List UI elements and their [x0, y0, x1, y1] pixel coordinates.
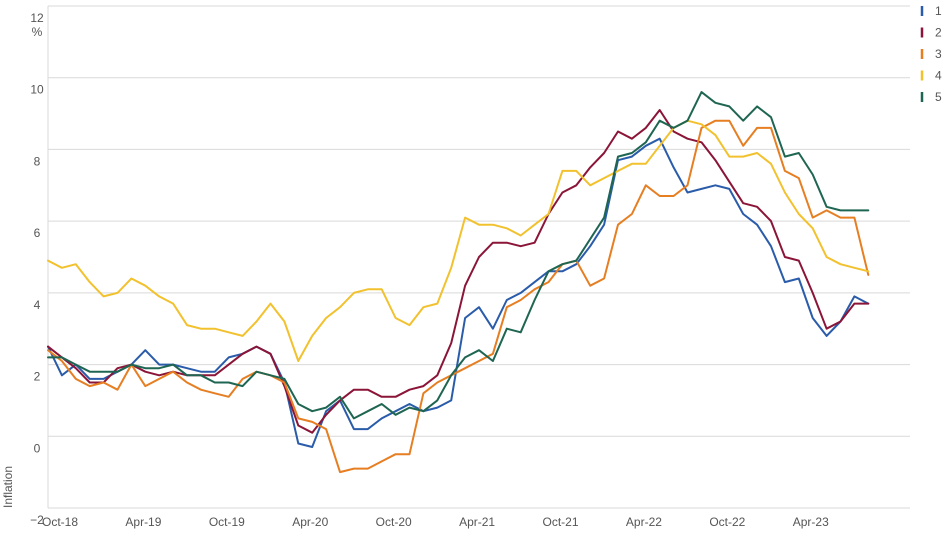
axes: −2 0 2 4 6 8 10 12 Oct-18 Apr-19 Oct-19 Apr-20 Oct-2… [30, 6, 829, 529]
legend-label-4: 4 [935, 69, 942, 83]
x-tick-label: Oct-21 [543, 515, 579, 529]
y-tick-label: 12 [30, 11, 44, 25]
legend-label-2: 2 [935, 26, 942, 40]
series-line-4 [47, 119, 870, 362]
gridlines [48, 5, 910, 509]
y-tick-label: 2 [34, 370, 41, 384]
y-tick-label: 0 [34, 441, 41, 455]
y-tick-label: 10 [30, 83, 44, 97]
x-tick-label: Apr-21 [459, 515, 495, 529]
y-tick-label: 4 [34, 298, 41, 312]
x-tick-label: Apr-23 [793, 515, 829, 529]
x-tick-label: Apr-19 [125, 515, 161, 529]
legend-label-1: 1 [935, 4, 942, 18]
legend-label-3: 3 [935, 47, 942, 61]
legend-label-5: 5 [935, 90, 942, 104]
x-tick-label: Apr-22 [626, 515, 662, 529]
x-tick-label: Oct-18 [42, 515, 78, 529]
y-tick-label: −2 [30, 513, 44, 527]
series-line-2 [47, 109, 870, 434]
series-line-3 [47, 119, 870, 474]
y-tick-label: 6 [34, 226, 41, 240]
legend: 1 2 3 4 5 [920, 4, 942, 104]
series-line-5 [47, 91, 870, 420]
y-axis-title: Inflation [1, 466, 15, 508]
x-tick-label: Apr-20 [292, 515, 328, 529]
series-lines [47, 91, 870, 474]
x-tick-label: Oct-19 [209, 515, 245, 529]
x-tick-label: Oct-20 [376, 515, 412, 529]
y-tick-label: 8 [34, 154, 41, 168]
x-tick-label: Oct-22 [709, 515, 745, 529]
y-axis-unit: % [32, 25, 43, 39]
series-line-1 [47, 137, 870, 448]
